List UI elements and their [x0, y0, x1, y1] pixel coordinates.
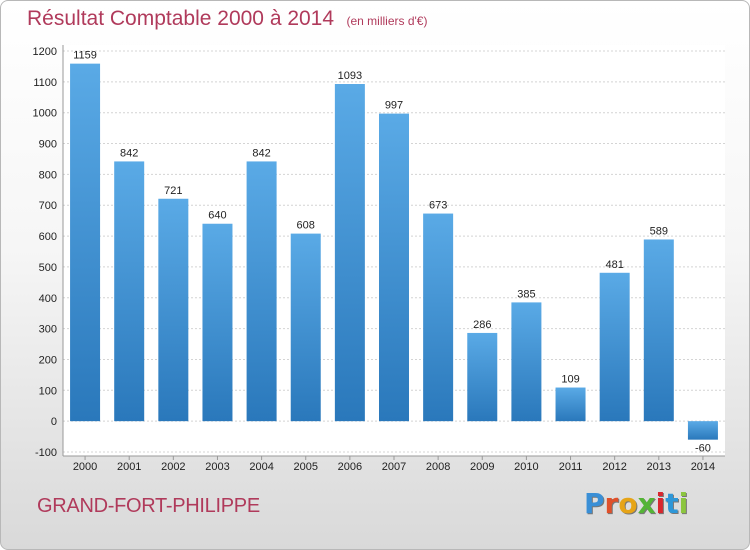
logo-letter: i	[655, 487, 666, 520]
value-label-2002: 721	[164, 185, 182, 197]
bar-2008	[423, 213, 454, 422]
value-label-2010: 385	[517, 288, 535, 300]
bar-2006	[334, 84, 365, 422]
x-tick-label-2005: 2005	[293, 461, 317, 473]
x-tick-label-2002: 2002	[161, 461, 185, 473]
title-row: Résultat Comptable 2000 à 2014 (en milli…	[27, 7, 427, 31]
y-tick-label: 900	[39, 139, 57, 151]
value-label-2009: 286	[473, 319, 491, 331]
logo-letter: r	[604, 487, 619, 520]
commune-name: GRAND-FORT-PHILIPPE	[37, 495, 260, 517]
value-label-2001: 842	[120, 147, 138, 159]
value-label-2006: 1093	[338, 70, 362, 82]
x-tick-label-2009: 2009	[470, 461, 494, 473]
bar-2001	[114, 161, 145, 422]
value-label-2013: 589	[650, 225, 668, 237]
chart-title: Résultat Comptable 2000 à 2014	[27, 7, 335, 30]
x-tick-label-2013: 2013	[647, 461, 671, 473]
y-tick-label: 600	[39, 231, 57, 243]
bar-2003	[202, 223, 233, 422]
value-label-2004: 842	[252, 147, 270, 159]
logo-letter: t	[665, 487, 679, 520]
y-tick-label: 0	[51, 416, 57, 428]
x-tick-label-2006: 2006	[338, 461, 362, 473]
y-tick-label: 300	[39, 324, 57, 336]
y-tick-label: 1000	[33, 108, 57, 120]
bar-2000	[70, 63, 101, 422]
logo-letter: o	[618, 487, 638, 520]
bar-2014	[687, 421, 718, 440]
chart-subtitle: (en milliers d'€)	[346, 14, 428, 28]
x-tick-label-2014: 2014	[691, 461, 715, 473]
bar-2007	[379, 113, 409, 422]
logo-letter: x	[637, 487, 656, 520]
bar-2009	[467, 332, 498, 422]
y-tick-label: 100	[39, 385, 57, 397]
bar-2010	[511, 302, 542, 422]
y-tick-label: -100	[35, 447, 57, 459]
y-tick-label: 800	[39, 169, 57, 181]
proxiti-logo: Proxiti	[584, 487, 688, 520]
x-tick-label-2001: 2001	[117, 461, 141, 473]
x-tick-label-2008: 2008	[426, 461, 450, 473]
bar-2013	[643, 239, 674, 422]
bar-2004	[246, 161, 277, 422]
value-label-2007: 997	[385, 100, 403, 112]
bar-2011	[555, 387, 586, 422]
y-tick-label: 500	[39, 262, 57, 274]
bar-2002	[158, 198, 189, 422]
logo-letter: i	[678, 487, 689, 520]
x-tick-label-2003: 2003	[205, 461, 229, 473]
x-tick-label-2004: 2004	[249, 461, 273, 473]
value-label-2005: 608	[297, 220, 315, 232]
value-label-2008: 673	[429, 200, 447, 212]
y-tick-label: 200	[39, 354, 57, 366]
x-tick-label-2012: 2012	[602, 461, 626, 473]
y-tick-label: 700	[39, 200, 57, 212]
x-tick-label-2007: 2007	[382, 461, 406, 473]
x-tick-label-2010: 2010	[514, 461, 538, 473]
value-label-2000: 1159	[73, 50, 97, 62]
bar-2012	[599, 272, 630, 422]
value-label-2014: -60	[695, 443, 711, 455]
logo-letter: P	[584, 487, 605, 520]
x-tick-label-2011: 2011	[559, 461, 583, 473]
y-tick-label: 1100	[33, 77, 57, 89]
value-label-2011: 109	[561, 374, 579, 386]
y-tick-label: 400	[39, 293, 57, 305]
y-tick-label: 1200	[33, 46, 57, 58]
value-label-2012: 481	[605, 259, 623, 271]
value-label-2003: 640	[208, 210, 226, 222]
bar-2005	[290, 233, 321, 422]
x-tick-label-2000: 2000	[73, 461, 97, 473]
